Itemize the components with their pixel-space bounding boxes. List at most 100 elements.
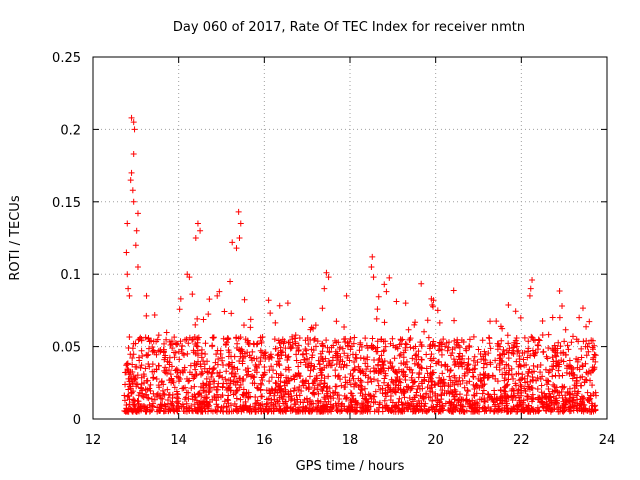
- data-point: [358, 343, 365, 350]
- data-point: [240, 386, 247, 393]
- data-point: [321, 285, 328, 292]
- data-point: [461, 408, 468, 415]
- data-point: [191, 362, 198, 369]
- data-point: [423, 365, 430, 372]
- data-point: [326, 407, 333, 414]
- data-point: [185, 378, 192, 385]
- data-point: [478, 396, 485, 403]
- data-point: [226, 361, 233, 368]
- data-point: [227, 278, 234, 285]
- data-point: [523, 361, 530, 368]
- data-point: [292, 340, 299, 347]
- data-point: [213, 408, 220, 415]
- data-point: [450, 356, 457, 363]
- data-point: [355, 363, 362, 370]
- data-point: [424, 407, 431, 414]
- data-point: [173, 366, 180, 373]
- data-point: [565, 346, 572, 353]
- data-point: [415, 348, 422, 355]
- data-point: [139, 353, 146, 360]
- data-point: [252, 367, 259, 374]
- data-point: [340, 336, 347, 343]
- data-point: [341, 350, 348, 357]
- data-point: [210, 334, 217, 341]
- data-point: [247, 316, 254, 323]
- data-point: [374, 338, 381, 345]
- data-point: [444, 366, 451, 373]
- data-point: [223, 368, 230, 375]
- data-point: [203, 375, 210, 382]
- data-point: [548, 363, 555, 370]
- data-point: [302, 361, 309, 368]
- data-point: [257, 358, 264, 365]
- data-point: [206, 385, 213, 392]
- data-point: [501, 365, 508, 372]
- data-point: [214, 347, 221, 354]
- data-point: [400, 372, 407, 379]
- data-point: [283, 378, 290, 385]
- data-point: [259, 377, 266, 384]
- data-point: [284, 354, 291, 361]
- data-point: [553, 399, 560, 406]
- data-point: [515, 347, 522, 354]
- data-point: [311, 363, 318, 370]
- data-point: [434, 307, 441, 314]
- data-point: [225, 347, 232, 354]
- data-point: [501, 350, 508, 357]
- data-point: [405, 326, 412, 333]
- data-point: [353, 401, 360, 408]
- data-point: [555, 367, 562, 374]
- x-axis-label: GPS time / hours: [296, 459, 405, 474]
- data-point: [456, 407, 463, 414]
- data-point: [354, 408, 361, 415]
- data-point: [123, 362, 130, 369]
- data-point: [369, 344, 376, 351]
- data-point: [555, 339, 562, 346]
- data-point: [234, 366, 241, 373]
- data-point: [351, 358, 358, 365]
- data-point: [274, 352, 281, 359]
- data-point: [496, 343, 503, 350]
- data-point: [121, 397, 128, 404]
- data-point: [310, 379, 317, 386]
- data-point: [560, 358, 567, 365]
- data-point: [562, 326, 569, 333]
- data-point: [395, 405, 402, 412]
- data-point: [133, 381, 140, 388]
- data-point: [470, 381, 477, 388]
- data-point: [121, 407, 128, 414]
- data-point: [233, 408, 240, 415]
- data-point: [288, 395, 295, 402]
- data-point: [549, 314, 556, 321]
- data-point: [276, 340, 283, 347]
- data-point: [381, 347, 388, 354]
- data-point: [302, 346, 309, 353]
- data-point: [574, 396, 581, 403]
- data-point: [276, 362, 283, 369]
- data-point: [463, 397, 470, 404]
- data-point: [591, 364, 598, 371]
- data-point: [560, 408, 567, 415]
- data-point: [275, 351, 282, 358]
- data-point: [217, 393, 224, 400]
- data-point: [333, 361, 340, 368]
- data-point: [221, 308, 228, 315]
- data-point: [578, 382, 585, 389]
- data-point: [266, 367, 273, 374]
- data-point: [259, 333, 266, 340]
- data-point: [144, 352, 151, 359]
- data-point: [445, 339, 452, 346]
- data-point: [555, 359, 562, 366]
- data-point: [296, 372, 303, 379]
- data-point: [452, 359, 459, 366]
- data-point: [397, 351, 404, 358]
- data-point: [124, 393, 131, 400]
- data-point: [585, 370, 592, 377]
- data-point: [481, 398, 488, 405]
- data-point: [292, 332, 299, 339]
- data-point: [159, 396, 166, 403]
- data-point: [225, 397, 232, 404]
- data-point: [435, 408, 442, 415]
- data-point: [135, 392, 142, 399]
- data-point: [524, 354, 531, 361]
